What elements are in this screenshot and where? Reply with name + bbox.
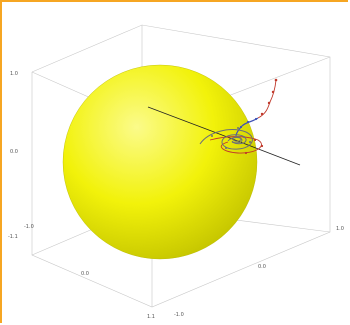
z-tick-top: 1.0 xyxy=(10,71,18,77)
z-tick-mid: 0.0 xyxy=(10,149,18,155)
axis-line xyxy=(147,106,301,166)
x-tick-left: -1.1 xyxy=(8,234,18,240)
z-tick-bottom: -1.0 xyxy=(24,224,34,230)
tick-labels: 1.0 0.0 -1.0 -1.1 0.0 1.1 -1.0 0.0 1.0 xyxy=(8,71,344,320)
blue-trajectory xyxy=(235,117,259,137)
gray-spiral xyxy=(199,129,253,150)
gray-points xyxy=(211,127,251,149)
x-tick-mid: 0.0 xyxy=(81,271,89,277)
y-tick-mid: 0.0 xyxy=(258,264,266,270)
y-tick-back: 1.0 xyxy=(336,226,344,232)
y-tick-front: -1.0 xyxy=(174,312,184,318)
blue-points xyxy=(239,117,258,129)
x-tick-right: 1.1 xyxy=(147,314,155,320)
unit-sphere xyxy=(62,64,258,260)
red-points xyxy=(244,78,278,155)
